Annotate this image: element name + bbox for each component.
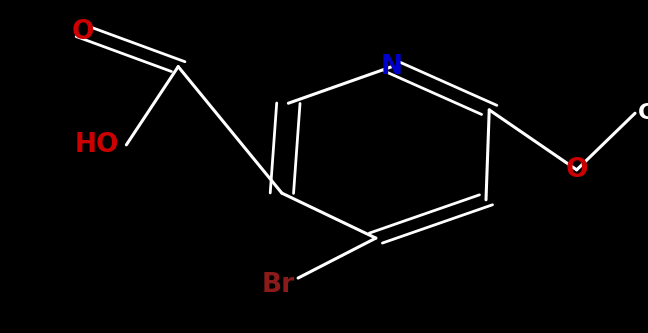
Text: O: O [566,157,588,183]
Text: N: N [381,54,403,80]
Text: O: O [72,19,94,45]
Text: HO: HO [75,132,119,158]
Text: CH₃: CH₃ [638,103,648,123]
Text: Br: Br [262,272,295,298]
